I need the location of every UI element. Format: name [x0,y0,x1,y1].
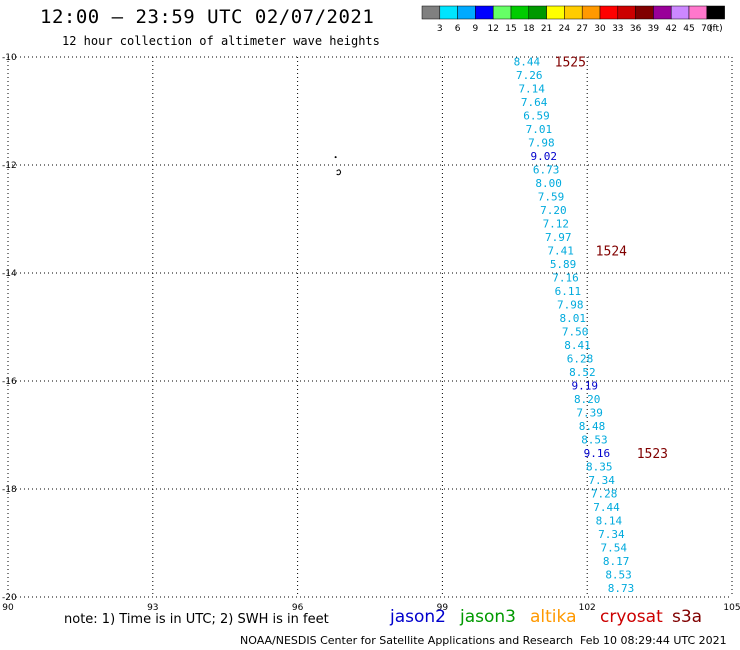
legend-tick-label: 15 [505,24,516,34]
x-tick-label: 93 [147,603,158,613]
legend-tick-label: 24 [559,24,571,34]
y-tick-label: -18 [2,485,17,495]
y-tick-label: -14 [2,269,17,279]
satellite-s3a: s3a [672,607,703,627]
wave-height-label: 7.20 [540,204,567,217]
legend-tick-label: 18 [523,24,535,34]
wave-height-label: 8.17 [603,555,630,568]
wave-height-label: 8.35 [586,460,613,473]
legend-tick-label: 9 [473,24,479,34]
y-tick-label: -12 [2,161,17,171]
legend-tick-label: 70 [701,24,713,34]
wave-height-label: 7.12 [543,217,570,230]
legend-tick-label: 27 [576,24,587,34]
altimeter-track: 8.447.267.147.646.597.017.989.026.738.00… [514,55,635,595]
wave-height-label: 6.59 [523,109,550,122]
wave-height-label: 7.14 [518,82,545,95]
wave-height-label: 7.34 [588,474,615,487]
wave-height-label: 8.41 [564,339,591,352]
island-outline [336,169,342,176]
wave-height-label: 7.28 [591,487,618,500]
x-tick-label: 102 [579,603,596,613]
satellite-cryosat: cryosat [600,607,663,627]
legend-tick-label: 3 [437,24,443,34]
wave-height-label: 6.73 [533,163,560,176]
wave-height-label: 8.14 [596,514,623,527]
island-marker [334,156,337,159]
wave-height-label: 8.52 [569,366,596,379]
pass-time-label: 1523 [637,447,668,462]
wave-height-label: 7.34 [598,528,625,541]
wave-height-label: 7.97 [545,231,572,244]
wave-height-label: 5.89 [550,258,577,271]
wave-height-label: 6.11 [555,285,582,298]
legend-tick-label: 12 [487,24,498,34]
y-tick-label: -16 [2,377,17,387]
y-tick-label: -10 [2,53,17,63]
wave-height-label: 7.64 [521,96,548,109]
legend-tick-label: 30 [594,24,606,34]
wave-height-label: 8.44 [514,55,541,68]
wave-height-label: 9.19 [572,379,599,392]
wave-height-label: 8.48 [579,420,606,433]
x-tick-label: 99 [437,603,449,613]
legend-tick-label: 33 [612,24,623,34]
credit-line: NOAA/NESDIS Center for Satellite Applica… [240,634,574,647]
wave-height-label: 8.73 [608,582,635,595]
satellite-jason3: jason3 [460,607,516,627]
x-tick-label: 90 [2,603,14,613]
wave-height-label: 7.41 [547,244,574,257]
wave-height-label: 7.98 [557,298,584,311]
legend-tick-label: 42 [665,24,676,34]
wave-height-label: 7.54 [600,541,627,554]
page-title: 12:00 – 23:59 UTC 02/07/2021 [40,6,375,28]
wave-height-label: 6.28 [567,352,594,365]
wave-height-label: 7.98 [528,136,555,149]
color-scale-legend: 3 6 9 12 15 18 21 24 27 30 33 36 39 42 45 70(ft) [421,5,725,34]
x-tick-label: 105 [723,603,740,613]
wave-height-label: 7.59 [538,190,565,203]
legend-swatch [706,5,725,20]
wave-height-label: 9.16 [584,447,611,460]
wave-height-label: 7.26 [516,69,543,82]
x-tick-label: 96 [292,603,304,613]
satellite-jason2: jason2 [390,607,446,627]
wave-height-label: 7.44 [593,501,620,514]
satellite-altika: altika [530,607,577,627]
wave-height-label: 8.53 [581,433,608,446]
wave-height-label: 7.01 [526,123,553,136]
wave-height-label: 7.39 [576,406,603,419]
wave-height-label: 9.02 [531,150,558,163]
wave-height-label: 8.20 [574,393,601,406]
pass-time-label: 1524 [596,244,627,259]
wave-height-label: 8.00 [535,177,562,190]
generation-timestamp: Feb 10 08:29:44 UTC 2021 [580,634,727,647]
legend-tick-label: 39 [648,24,660,34]
pass-time-label: 1525 [555,55,586,70]
footer-note: note: 1) Time is in UTC; 2) SWH is in fe… [64,612,329,627]
legend-tick-label: 6 [455,24,461,34]
wave-height-label: 8.01 [559,312,586,325]
wave-height-label: 7.16 [552,271,579,284]
wave-height-label: 8.53 [605,568,632,581]
y-tick-label: -20 [2,593,17,603]
wave-height-label: 7.50 [562,325,589,338]
page-subtitle: 12 hour collection of altimeter wave hei… [62,34,380,48]
legend-tick-label: 36 [630,24,642,34]
legend-tick-label: 21 [541,24,552,34]
legend-unit-label: (ft) [709,24,723,34]
legend-tick-label: 45 [683,24,694,34]
